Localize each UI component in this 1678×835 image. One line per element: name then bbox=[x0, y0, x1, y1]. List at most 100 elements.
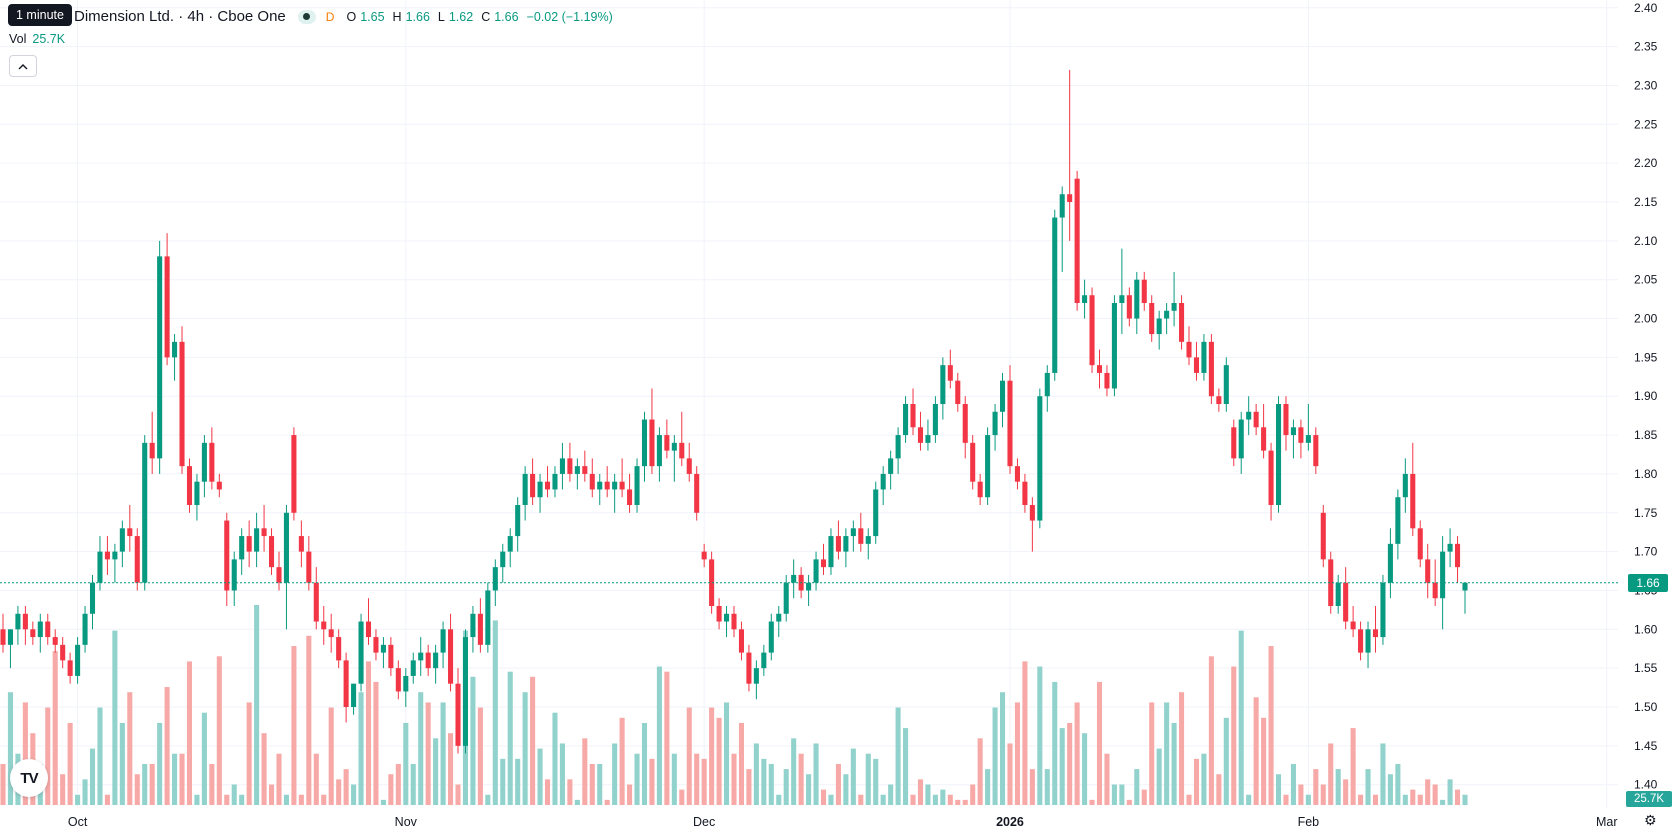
volume-bar bbox=[1365, 769, 1371, 805]
volume-bar bbox=[544, 779, 551, 805]
candle-body bbox=[1358, 629, 1364, 653]
volume-bar bbox=[1164, 702, 1170, 805]
candle bbox=[201, 435, 207, 498]
volume-bar bbox=[574, 799, 580, 805]
candle bbox=[164, 233, 170, 366]
volume-bar bbox=[268, 784, 275, 805]
collapse-legend-button[interactable] bbox=[9, 55, 37, 77]
volume-bar bbox=[1246, 794, 1252, 805]
volume-bar bbox=[149, 763, 155, 805]
settings-gear-icon[interactable]: ⚙ bbox=[1644, 812, 1657, 828]
candle-body bbox=[522, 473, 528, 505]
volume-bar bbox=[1432, 784, 1438, 805]
candle bbox=[977, 473, 983, 505]
volume-bar bbox=[75, 794, 81, 805]
volume-bar bbox=[649, 758, 655, 805]
candle-body bbox=[1082, 295, 1088, 303]
candle-body bbox=[1283, 404, 1289, 436]
candle-body bbox=[492, 567, 498, 591]
time-axis: OctNovDec2026FebMarApr bbox=[68, 815, 1618, 829]
volume-bar bbox=[530, 676, 536, 805]
candle bbox=[1044, 365, 1050, 412]
candle bbox=[380, 637, 386, 669]
volume-bar bbox=[7, 692, 13, 805]
volume-bar bbox=[746, 769, 752, 805]
candle bbox=[1313, 427, 1319, 474]
candle bbox=[433, 644, 439, 684]
candle-body bbox=[1186, 341, 1192, 358]
candle bbox=[291, 427, 297, 521]
volume-bar bbox=[552, 712, 558, 805]
candle-body bbox=[127, 528, 133, 537]
price-tick-label: 2.25 bbox=[1634, 117, 1658, 131]
price-tick-label: 2.40 bbox=[1634, 1, 1658, 15]
volume-bar bbox=[1328, 743, 1334, 805]
candle bbox=[634, 458, 640, 513]
tradingview-logo[interactable]: TV bbox=[10, 759, 48, 797]
candle bbox=[194, 473, 200, 521]
volume-bar bbox=[1111, 784, 1117, 805]
candle bbox=[89, 574, 96, 630]
symbol-legend: Dimension Ltd. · 4h · Cboe One D O 1.65 H… bbox=[8, 8, 617, 25]
candle bbox=[410, 652, 416, 684]
candle-body bbox=[194, 481, 200, 505]
symbol-title[interactable]: Dimension Ltd. · 4h · Cboe One bbox=[74, 8, 286, 25]
volume-bar bbox=[388, 774, 394, 805]
last-volume-tag: 25.7K bbox=[1626, 791, 1672, 807]
volume-bar bbox=[858, 794, 864, 805]
candle bbox=[231, 551, 237, 606]
low-value: 1.62 bbox=[448, 9, 474, 24]
candle-body bbox=[1193, 357, 1200, 373]
candle bbox=[1387, 528, 1393, 599]
candle-body bbox=[321, 621, 327, 630]
volume-value: 25.7K bbox=[32, 32, 66, 46]
candle bbox=[574, 458, 580, 490]
candle-body bbox=[1328, 559, 1334, 606]
volume-bars bbox=[0, 605, 1468, 805]
candle-body bbox=[1111, 303, 1117, 389]
candle bbox=[1193, 341, 1200, 381]
candle bbox=[97, 536, 103, 591]
candle-body bbox=[1447, 543, 1453, 552]
delayed-badge[interactable]: D bbox=[325, 9, 335, 24]
volume-bar bbox=[1208, 656, 1214, 805]
volume-bar bbox=[246, 702, 252, 805]
candle-body bbox=[1290, 427, 1296, 436]
volume-bar bbox=[992, 707, 998, 805]
candle bbox=[1268, 442, 1274, 521]
volume-bar bbox=[433, 738, 439, 805]
candle bbox=[52, 629, 58, 653]
candle bbox=[22, 606, 28, 645]
candle bbox=[1096, 349, 1103, 389]
volume-bar bbox=[1037, 666, 1043, 805]
candle-body bbox=[537, 481, 543, 498]
candle bbox=[1141, 271, 1147, 311]
candle-body bbox=[1216, 396, 1222, 404]
candle bbox=[1104, 365, 1110, 397]
candle bbox=[418, 637, 424, 676]
candle bbox=[671, 435, 677, 482]
volume-bar bbox=[888, 784, 894, 805]
volume-bar bbox=[448, 733, 454, 805]
volume-label: Vol bbox=[9, 32, 27, 46]
candle-body bbox=[865, 536, 871, 544]
candle-body bbox=[239, 536, 245, 560]
volume-bar bbox=[701, 758, 707, 805]
candle-body bbox=[60, 644, 66, 661]
candle bbox=[1059, 186, 1065, 272]
candle-body bbox=[604, 481, 610, 490]
market-status-icon[interactable] bbox=[297, 9, 316, 24]
candle bbox=[835, 520, 841, 560]
candle-body bbox=[641, 419, 648, 467]
volume-bar bbox=[537, 748, 543, 805]
volume-bar bbox=[694, 753, 700, 805]
candle bbox=[552, 466, 558, 498]
candle bbox=[216, 473, 222, 498]
candle-body bbox=[544, 481, 551, 490]
time-tick-label: Feb bbox=[1298, 815, 1320, 829]
volume-bar bbox=[843, 774, 849, 805]
candle bbox=[1328, 551, 1334, 614]
volume-bar bbox=[962, 799, 968, 805]
volume-bar bbox=[306, 635, 312, 805]
